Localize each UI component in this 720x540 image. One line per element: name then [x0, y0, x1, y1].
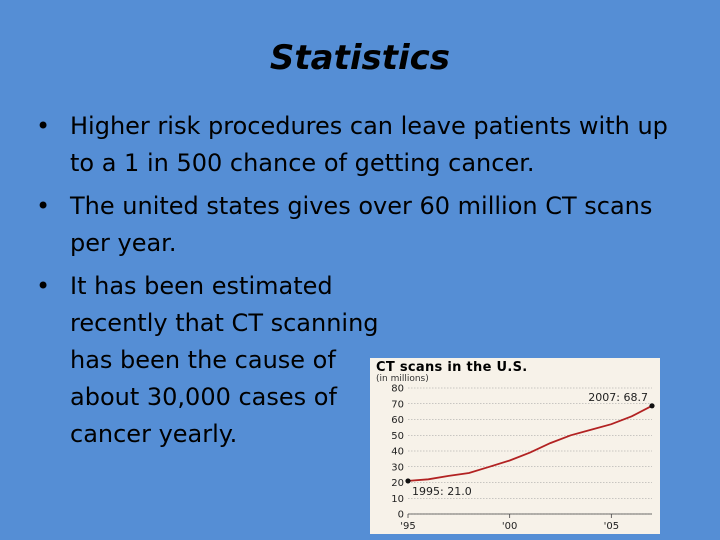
bullet-item: • It has been estimated recently that CT…: [36, 268, 696, 453]
y-tick-label: 80: [391, 384, 404, 395]
y-tick-label: 30: [391, 462, 404, 473]
data-point: [649, 403, 655, 409]
y-tick-label: 40: [391, 447, 404, 458]
bullet-dot: •: [36, 112, 51, 140]
data-point: [405, 478, 411, 484]
bullet-dot: •: [36, 192, 51, 220]
y-tick-label: 0: [398, 510, 404, 521]
y-tick-label: 20: [391, 478, 404, 489]
slide-title: Statistics: [269, 38, 451, 78]
x-tick-label: '05: [604, 521, 619, 532]
bullet-item: • The united states gives over 60 millio…: [36, 188, 696, 262]
bullet-list: • Higher risk procedures can leave patie…: [36, 108, 696, 459]
x-tick-label: '00: [502, 521, 517, 532]
series-line: [407, 405, 653, 482]
chart-title: CT scans in the U.S.: [376, 360, 528, 375]
bullet-text: Higher risk procedures can leave patient…: [70, 112, 668, 177]
y-tick-label: 50: [391, 431, 404, 442]
bullet-text: The united states gives over 60 million …: [70, 192, 653, 257]
chart-plot: 0 10 20 30 40 50 60 70 80 '95 '00 '05 1995: 21.0 2007…: [391, 384, 655, 532]
y-tick-label: 60: [391, 415, 404, 426]
x-tick-label: '95: [400, 521, 415, 532]
y-tick-label: 70: [391, 399, 404, 410]
bullet-item: • Higher risk procedures can leave patie…: [36, 108, 696, 182]
data-label: 2007: 68.7: [588, 391, 648, 404]
bullet-text: It has been estimated recently that CT s…: [70, 272, 379, 448]
y-tick-label: 10: [391, 494, 404, 505]
ct-scans-chart: CT scans in the U.S. (in millions) 0 10 20…: [370, 358, 660, 534]
bullet-dot: •: [36, 272, 51, 300]
data-label: 1995: 21.0: [412, 485, 472, 498]
chart-subtitle: (in millions): [376, 374, 429, 384]
